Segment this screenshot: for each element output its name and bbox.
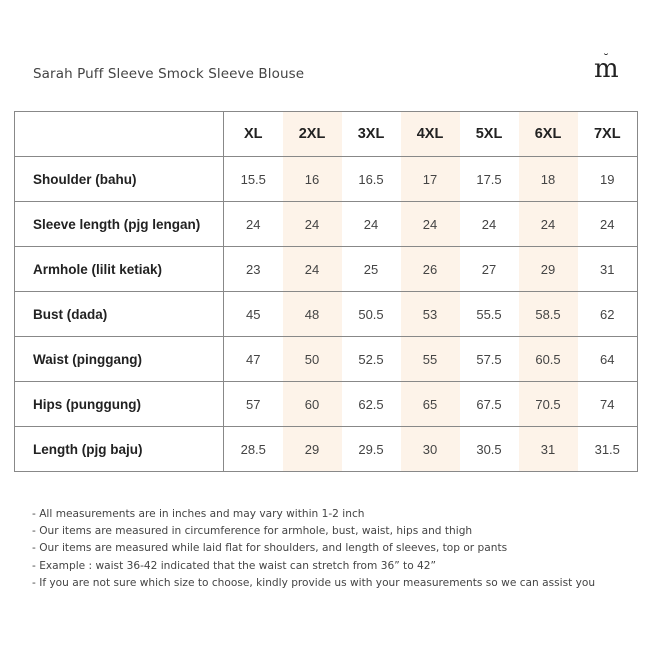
table-cell: 17.5 — [459, 156, 519, 202]
size-header-xl: XL — [223, 111, 283, 157]
table-cell: 53 — [400, 291, 460, 337]
note-line: - If you are not sure which size to choo… — [32, 576, 596, 589]
table-cell: 62 — [577, 291, 638, 337]
table-cell: 26 — [400, 246, 460, 292]
table-cell: 50 — [282, 336, 342, 382]
table-cell: 24 — [518, 201, 578, 247]
table-cell: 15.5 — [223, 156, 283, 202]
table-cell: 24 — [400, 201, 460, 247]
table-cell: 55 — [400, 336, 460, 382]
brand-logo: ˘ m — [594, 52, 630, 86]
table-row: Length (pjg baju) 28.5 29 29.5 30 30.5 3… — [14, 426, 638, 472]
table-cell: 24 — [223, 201, 283, 247]
table-cell: 67.5 — [459, 381, 519, 427]
table-cell: 65 — [400, 381, 460, 427]
note-line: - Our items are measured while laid flat… — [32, 542, 508, 555]
table-cell: 31 — [577, 246, 638, 292]
table-cell: 16.5 — [341, 156, 401, 202]
table-cell: 29 — [518, 246, 578, 292]
table-cell: 24 — [459, 201, 519, 247]
note-line: - Example : waist 36-42 indicated that t… — [32, 559, 437, 572]
table-cell: 45 — [223, 291, 283, 337]
table-cell: 30.5 — [459, 426, 519, 472]
table-row: Bust (dada) 45 48 50.5 53 55.5 58.5 62 — [14, 291, 638, 337]
table-cell: 50.5 — [341, 291, 401, 337]
table-cell: 28.5 — [223, 426, 283, 472]
table-cell: 16 — [282, 156, 342, 202]
table-row: Armhole (lilit ketiak) 23 24 25 26 27 29… — [14, 246, 638, 292]
brand-logo-accent-icon: ˘ — [603, 52, 609, 66]
table-cell: 17 — [400, 156, 460, 202]
table-row: Waist (pinggang) 47 50 52.5 55 57.5 60.5… — [14, 336, 638, 382]
table-cell: 29 — [282, 426, 342, 472]
table-cell: 48 — [282, 291, 342, 337]
size-header-4xl: 4XL — [400, 111, 460, 157]
size-header-5xl: 5XL — [459, 111, 519, 157]
note-line: - All measurements are in inches and may… — [32, 508, 365, 520]
table-cell: 31 — [518, 426, 578, 472]
size-header-7xl: 7XL — [577, 111, 638, 157]
table-cell: 55.5 — [459, 291, 519, 337]
row-label-shoulder: Shoulder (bahu) — [14, 156, 224, 202]
note-line: - Our items are measured in circumferenc… — [32, 525, 473, 538]
row-label-bust: Bust (dada) — [14, 291, 224, 337]
table-cell: 60 — [282, 381, 342, 427]
table-cell: 47 — [223, 336, 283, 382]
row-label-sleeve-length: Sleeve length (pjg lengan) — [14, 201, 224, 247]
table-cell: 30 — [400, 426, 460, 472]
table-cell: 57 — [223, 381, 283, 427]
table-cell: 18 — [518, 156, 578, 202]
table-row: Shoulder (bahu) 15.5 16 16.5 17 17.5 18 … — [14, 156, 638, 202]
table-cell: 24 — [282, 246, 342, 292]
measurement-notes: - All measurements are in inches and may… — [32, 506, 595, 592]
table-cell: 24 — [341, 201, 401, 247]
table-cell: 27 — [459, 246, 519, 292]
table-row: Hips (punggung) 57 60 62.5 65 67.5 70.5 … — [14, 381, 638, 427]
row-label-length: Length (pjg baju) — [14, 426, 224, 472]
brand-logo-text: m — [594, 54, 619, 84]
table-cell: 64 — [577, 336, 638, 382]
row-label-hips: Hips (punggung) — [14, 381, 224, 427]
table-cell: 60.5 — [518, 336, 578, 382]
table-cell: 52.5 — [341, 336, 401, 382]
row-label-armhole: Armhole (lilit ketiak) — [14, 246, 224, 292]
size-header-6xl: 6XL — [518, 111, 578, 157]
page-title: Sarah Puff Sleeve Smock Sleeve Blouse — [33, 66, 305, 82]
table-cell: 24 — [282, 201, 342, 247]
table-cell: 31.5 — [577, 426, 638, 472]
table-cell: 70.5 — [518, 381, 578, 427]
size-header-2xl: 2XL — [282, 111, 342, 157]
table-cell: 19 — [577, 156, 638, 202]
table-cell: 57.5 — [459, 336, 519, 382]
table-row: Sleeve length (pjg lengan) 24 24 24 24 2… — [14, 201, 638, 247]
header-blank-cell — [14, 111, 224, 157]
table-cell: 25 — [341, 246, 401, 292]
table-cell: 23 — [223, 246, 283, 292]
table-cell: 29.5 — [341, 426, 401, 472]
row-label-waist: Waist (pinggang) — [14, 336, 224, 382]
table-cell: 74 — [577, 381, 638, 427]
table-cell: 24 — [577, 201, 638, 247]
table-cell: 58.5 — [518, 291, 578, 337]
size-header-3xl: 3XL — [341, 111, 401, 157]
table-header-row: XL 2XL 3XL 4XL 5XL 6XL 7XL — [14, 111, 638, 157]
table-cell: 62.5 — [341, 381, 401, 427]
size-chart-table: XL 2XL 3XL 4XL 5XL 6XL 7XL Shoulder (bah… — [14, 111, 638, 472]
